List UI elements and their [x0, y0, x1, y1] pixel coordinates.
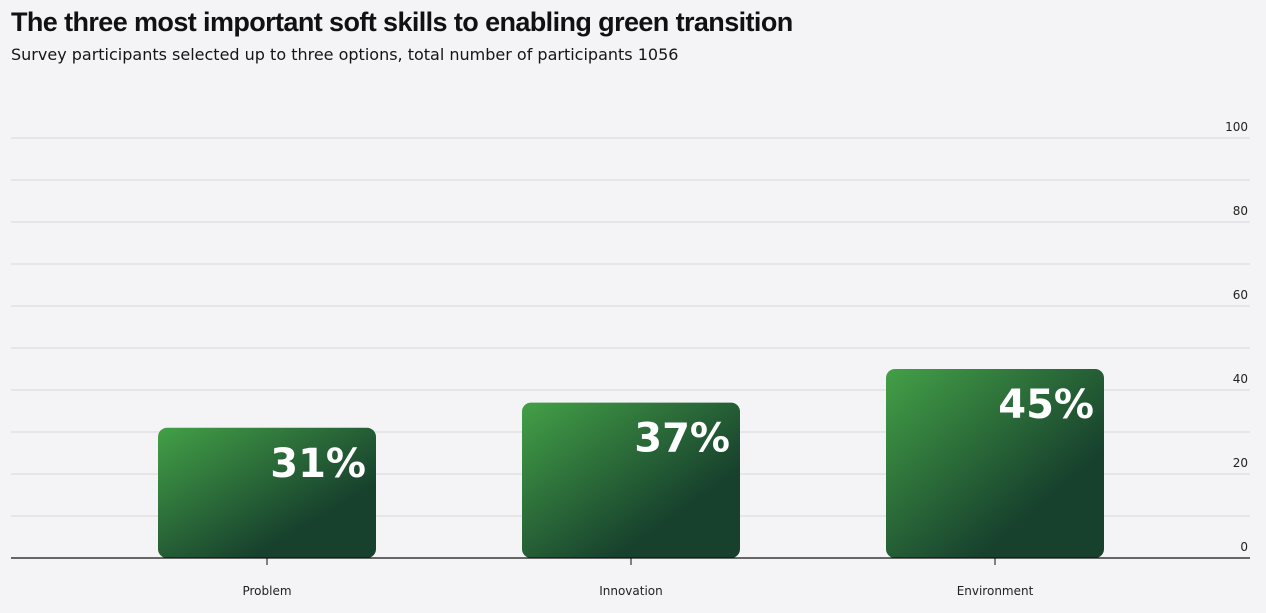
bars: 31% 37% 45% — [158, 369, 1104, 558]
y-axis: 0 20 40 60 80 100 — [1225, 120, 1248, 554]
y-tick-label: 40 — [1233, 372, 1248, 386]
x-axis: Problem Innovation Environment — [11, 557, 1250, 598]
bar-value-label: 45% — [998, 382, 1094, 428]
y-tick-label: 60 — [1233, 288, 1248, 302]
x-category-label: Problem — [242, 584, 291, 598]
y-tick-label: 100 — [1225, 120, 1248, 134]
chart-title: The three most important soft skills to … — [11, 7, 793, 37]
x-category-label: Innovation — [599, 584, 663, 598]
bar-innovation — [522, 402, 740, 558]
bar-environment — [886, 369, 1104, 558]
bar-problem — [158, 427, 376, 558]
y-tick-label: 80 — [1233, 204, 1248, 218]
bar-value-label: 37% — [634, 416, 730, 462]
x-category-label: Environment — [957, 584, 1034, 598]
y-tick-label: 0 — [1240, 540, 1248, 554]
bar-value-label: 31% — [270, 441, 366, 487]
chart-subtitle: Survey participants selected up to three… — [11, 45, 679, 64]
y-tick-label: 20 — [1233, 456, 1248, 470]
